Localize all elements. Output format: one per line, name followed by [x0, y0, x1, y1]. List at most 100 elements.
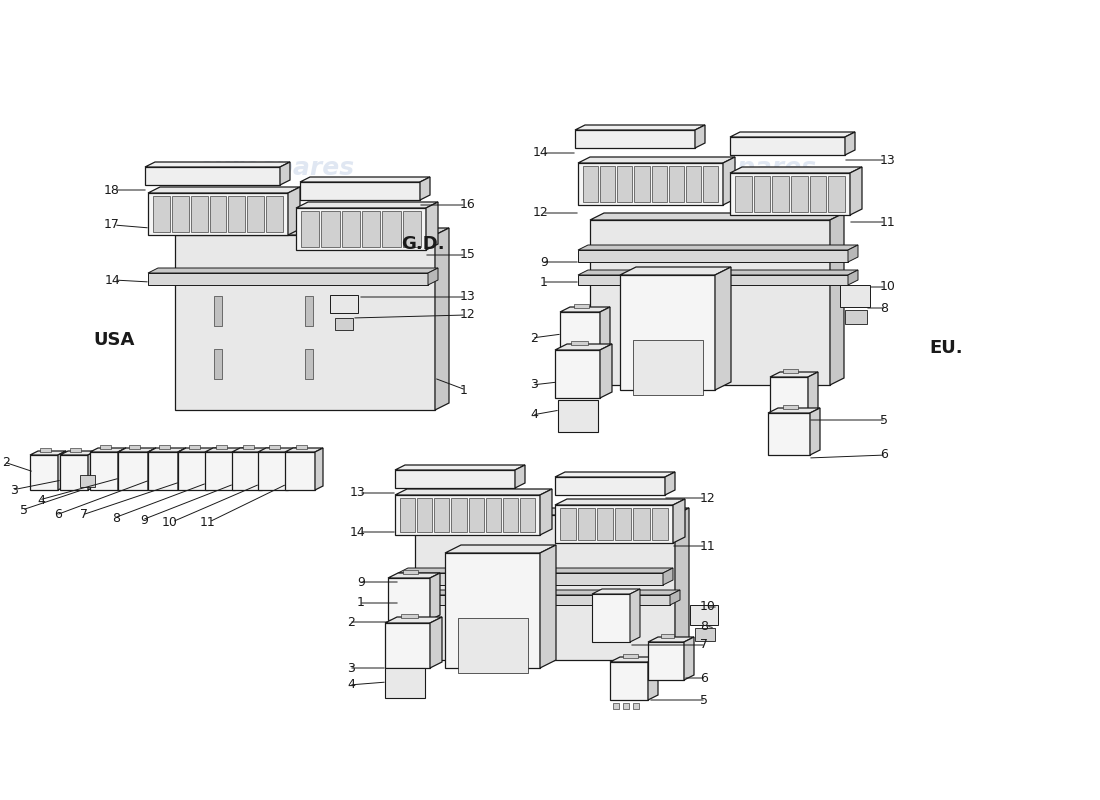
Polygon shape — [670, 590, 680, 605]
Polygon shape — [362, 211, 381, 247]
Polygon shape — [772, 176, 789, 212]
Polygon shape — [791, 176, 807, 212]
Polygon shape — [210, 196, 227, 232]
Polygon shape — [578, 157, 735, 163]
Polygon shape — [248, 196, 264, 232]
Polygon shape — [242, 445, 254, 449]
Polygon shape — [385, 623, 430, 668]
Polygon shape — [420, 177, 430, 200]
Polygon shape — [208, 448, 216, 490]
Polygon shape — [540, 545, 556, 668]
Polygon shape — [175, 235, 434, 410]
Polygon shape — [430, 573, 440, 620]
Polygon shape — [469, 498, 484, 532]
Polygon shape — [305, 349, 314, 378]
Text: 3: 3 — [530, 378, 538, 391]
Text: 4: 4 — [530, 409, 538, 422]
Text: 10: 10 — [880, 281, 895, 294]
Polygon shape — [383, 211, 400, 247]
Polygon shape — [578, 275, 848, 285]
Polygon shape — [830, 213, 844, 385]
Polygon shape — [175, 228, 449, 235]
Polygon shape — [129, 445, 140, 449]
Text: 14: 14 — [350, 526, 365, 538]
Polygon shape — [216, 445, 227, 449]
Polygon shape — [558, 400, 598, 432]
Polygon shape — [426, 202, 438, 250]
Polygon shape — [118, 452, 148, 490]
Text: 12: 12 — [460, 309, 475, 322]
Polygon shape — [695, 628, 715, 641]
Text: 15: 15 — [460, 249, 476, 262]
Polygon shape — [540, 489, 552, 535]
Polygon shape — [560, 307, 610, 312]
Polygon shape — [556, 350, 600, 398]
Polygon shape — [58, 451, 66, 490]
Polygon shape — [610, 662, 648, 700]
Polygon shape — [229, 196, 245, 232]
Polygon shape — [828, 176, 845, 212]
Polygon shape — [810, 408, 820, 455]
Polygon shape — [651, 166, 667, 202]
Polygon shape — [848, 245, 858, 262]
Polygon shape — [145, 162, 290, 167]
Polygon shape — [446, 553, 540, 668]
Polygon shape — [590, 220, 830, 385]
Polygon shape — [730, 173, 850, 215]
Polygon shape — [583, 166, 598, 202]
Polygon shape — [684, 637, 694, 680]
Polygon shape — [810, 176, 826, 212]
Polygon shape — [544, 566, 553, 596]
Polygon shape — [592, 589, 640, 594]
Text: 6: 6 — [700, 671, 708, 685]
Polygon shape — [840, 285, 870, 307]
Text: USA: USA — [94, 331, 135, 349]
Polygon shape — [434, 498, 450, 532]
Polygon shape — [285, 448, 323, 452]
Text: G.D.: G.D. — [402, 235, 446, 253]
Polygon shape — [845, 132, 855, 155]
Polygon shape — [620, 275, 715, 390]
Polygon shape — [148, 268, 438, 273]
Polygon shape — [205, 452, 235, 490]
Polygon shape — [118, 448, 156, 452]
Polygon shape — [285, 452, 315, 490]
Text: eurospares: eurospares — [658, 156, 816, 180]
Polygon shape — [300, 177, 430, 182]
Polygon shape — [600, 307, 610, 350]
Polygon shape — [648, 657, 658, 700]
Polygon shape — [178, 448, 186, 490]
Polygon shape — [288, 187, 300, 235]
Polygon shape — [574, 304, 589, 308]
Text: 9: 9 — [140, 514, 148, 526]
Polygon shape — [385, 617, 442, 623]
Polygon shape — [415, 508, 689, 515]
Polygon shape — [485, 498, 501, 532]
Polygon shape — [385, 668, 425, 698]
Polygon shape — [617, 166, 632, 202]
Polygon shape — [172, 196, 189, 232]
Polygon shape — [575, 125, 705, 130]
Polygon shape — [434, 228, 449, 410]
Polygon shape — [305, 296, 314, 326]
Polygon shape — [590, 213, 844, 220]
Polygon shape — [634, 508, 650, 540]
Polygon shape — [428, 268, 438, 285]
Polygon shape — [388, 578, 430, 620]
Text: 6: 6 — [880, 449, 888, 462]
Polygon shape — [398, 568, 673, 573]
Polygon shape — [675, 508, 689, 660]
Text: 13: 13 — [880, 154, 895, 166]
Polygon shape — [321, 211, 340, 247]
Polygon shape — [556, 344, 612, 350]
Polygon shape — [610, 657, 658, 662]
Polygon shape — [398, 573, 663, 585]
Polygon shape — [596, 508, 613, 540]
Polygon shape — [632, 703, 639, 709]
Polygon shape — [783, 369, 798, 373]
Polygon shape — [578, 163, 723, 205]
Text: 9: 9 — [358, 575, 365, 589]
Text: 11: 11 — [700, 539, 716, 553]
Text: 8: 8 — [880, 302, 888, 314]
Polygon shape — [666, 472, 675, 495]
